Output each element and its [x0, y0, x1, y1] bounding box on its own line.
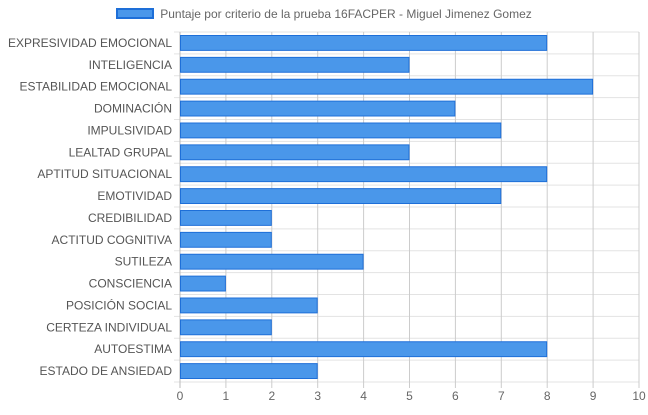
bar[interactable] — [180, 144, 410, 161]
y-tick-label: INTELIGENCIA — [89, 58, 172, 72]
bar[interactable] — [180, 100, 456, 117]
y-tick-label: ACTITUD COGNITIVA — [52, 233, 172, 247]
bar[interactable] — [180, 78, 594, 95]
x-tick-label: 9 — [590, 389, 597, 403]
legend-label: Puntaje por criterio de la prueba 16FACP… — [160, 6, 532, 21]
bar[interactable] — [180, 210, 272, 226]
y-tick-label: ESTABILIDAD EMOCIONAL — [20, 80, 173, 94]
bar[interactable] — [180, 56, 410, 73]
y-tick-label: CERTEZA INDIVIDUAL — [46, 320, 172, 334]
legend[interactable]: Puntaje por criterio de la prueba 16FACP… — [0, 6, 648, 21]
x-tick-label: 0 — [177, 389, 184, 403]
x-tick-label: 10 — [632, 389, 646, 403]
x-tick-label: 6 — [452, 389, 459, 403]
y-tick-label: SUTILEZA — [115, 255, 172, 269]
bar[interactable] — [180, 188, 502, 204]
bar[interactable] — [180, 341, 548, 358]
bar[interactable] — [180, 363, 318, 379]
x-tick-label: 8 — [544, 389, 551, 403]
y-tick-label: EXPRESIVIDAD EMOCIONAL — [8, 36, 172, 50]
y-tick-label: AUTOESTIMA — [94, 342, 172, 356]
bar[interactable] — [180, 275, 226, 292]
bar[interactable] — [180, 319, 272, 336]
y-tick-label: LEALTAD GRUPAL — [69, 145, 173, 159]
x-tick-label: 4 — [360, 389, 367, 403]
y-tick-label: EMOTIVIDAD — [97, 189, 172, 203]
bar[interactable] — [180, 231, 272, 248]
bar[interactable] — [180, 122, 502, 139]
y-tick-label: CREDIBILIDAD — [88, 211, 172, 225]
bar[interactable] — [180, 35, 548, 51]
legend-swatch — [116, 8, 155, 20]
x-tick-label: 3 — [314, 389, 321, 403]
y-tick-label: CONSCIENCIA — [89, 277, 172, 291]
y-tick-label: APTITUD SITUACIONAL — [37, 167, 172, 181]
x-tick-label: 1 — [223, 389, 230, 403]
x-tick-label: 5 — [406, 389, 413, 403]
bar[interactable] — [180, 253, 364, 270]
y-tick-label: DOMINACIÓN — [94, 101, 172, 116]
y-tick-label: ESTADO DE ANSIEDAD — [40, 364, 173, 378]
x-tick-label: 2 — [268, 389, 275, 403]
x-tick-label: 7 — [498, 389, 505, 403]
bar[interactable] — [180, 297, 318, 314]
y-tick-label: POSICIÓN SOCIAL — [66, 297, 172, 312]
y-tick-label: IMPULSIVIDAD — [87, 123, 172, 137]
bar[interactable] — [180, 166, 548, 183]
